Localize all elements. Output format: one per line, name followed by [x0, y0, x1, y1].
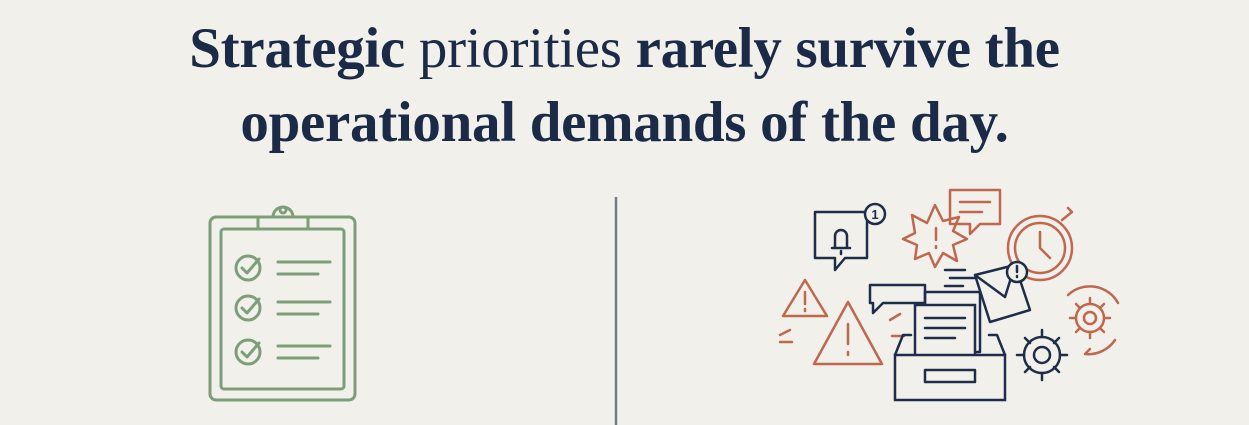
headline-segment: operational demands of the day. [240, 91, 1009, 154]
chaos-icon: 1 [778, 188, 1120, 402]
headline-segment: priorities [418, 17, 622, 80]
clipboard-icon [208, 205, 357, 402]
headline-segment: rarely survive the [635, 17, 1060, 80]
headline: Strategic priorities rarely survive the o… [0, 12, 1249, 160]
headline-segment: Strategic [189, 17, 405, 80]
badge-count: 1 [871, 207, 878, 222]
